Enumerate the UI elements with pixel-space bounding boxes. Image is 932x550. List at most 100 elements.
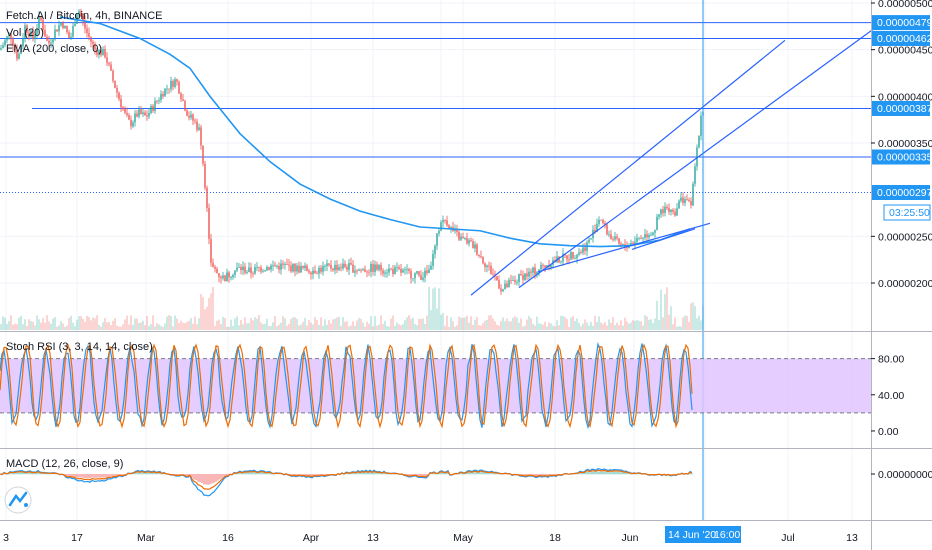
macd-hist-bar (19, 472, 21, 475)
volume-bar (672, 324, 674, 330)
candle-body (434, 245, 436, 255)
candle-body (654, 230, 656, 233)
macd-hist-bar (383, 472, 385, 475)
volume-bar (450, 317, 452, 330)
macd-hist-bar (487, 472, 489, 475)
trend-lines[interactable] (470, 16, 891, 296)
volume-bar (496, 324, 498, 330)
candle-body (544, 265, 546, 268)
macd-hist-bar (689, 472, 691, 475)
macd-hist-bar (543, 474, 545, 476)
volume-bar (260, 322, 262, 330)
candle-body (538, 269, 540, 272)
volume-bar (158, 324, 160, 330)
volume-bar (150, 324, 152, 330)
macd-hist-bar (139, 472, 141, 475)
volume-bar (660, 289, 662, 330)
macd-hist-bar (85, 474, 87, 478)
volume-bar (342, 317, 344, 330)
volume-bar (392, 315, 394, 330)
macd-hist-bar (205, 474, 207, 485)
candle-body (98, 50, 100, 55)
candle-body (212, 262, 214, 267)
stoch-legend[interactable]: Stoch RSI (3, 3, 14, 14, close) (6, 341, 153, 353)
volume-bar (68, 317, 70, 330)
volume-bar (572, 316, 574, 330)
candle-body (184, 100, 186, 111)
volume-bar (210, 293, 212, 330)
volume-bar (186, 322, 188, 330)
macd-hist-bar (291, 474, 293, 476)
price-axis[interactable]: 0.00000500 0.00000450 0.00000400 0.00000350… (871, 0, 932, 290)
macd-hist-bar (423, 474, 425, 477)
ema-legend[interactable]: EMA (200, close, 0) (6, 43, 102, 55)
macd-hist-bar (555, 474, 557, 476)
macd-hist-bar (323, 474, 325, 476)
volume-legend[interactable]: Vol (20) (6, 27, 44, 39)
macd-hist-bar (363, 472, 365, 475)
macd-hist-bar (237, 473, 239, 475)
candle-body (46, 36, 48, 41)
volume-bar (454, 326, 456, 330)
candle-body (162, 93, 164, 97)
volume-bar (564, 317, 566, 330)
macd-hist-bar (113, 474, 115, 476)
candle-body (38, 16, 40, 29)
macd-hist-bar (141, 472, 143, 475)
macd-hist-bar (177, 474, 179, 476)
candle-body (464, 237, 466, 239)
candle-body (166, 88, 168, 90)
horizontal-levels[interactable] (0, 22, 871, 193)
tradingview-icon[interactable] (4, 486, 32, 514)
macd-hist-bar (495, 473, 497, 475)
macd-hist-bar (617, 471, 619, 475)
volume-bar (80, 316, 82, 330)
candle-body (366, 271, 368, 273)
level-tag-bg-3 (872, 149, 930, 165)
volume-bar (94, 318, 96, 330)
time-axis[interactable]: 3 17 Mar 16 Apr 13 May 18 Jun Jul 13 (3, 532, 858, 544)
macd-hist-bar (545, 474, 547, 476)
volume-bar (670, 306, 672, 330)
candle-body (666, 206, 668, 208)
candle-body (606, 224, 608, 235)
volume-bar (70, 315, 72, 330)
volume-bar (674, 317, 676, 330)
macd-legend[interactable]: MACD (12, 26, close, 9) (6, 458, 123, 470)
volume-bar (122, 324, 124, 330)
macd-hist-bar (447, 472, 449, 475)
volume-bar (540, 323, 542, 330)
macd-hist-bar (497, 473, 499, 475)
candle-body (542, 265, 544, 266)
volume-bar (110, 325, 112, 330)
candle-body (700, 115, 702, 136)
volume-bar (514, 316, 516, 330)
macd-hist-bar (411, 474, 413, 476)
volume-bar (522, 326, 524, 330)
main-legend[interactable]: Fetch.AI / Bitcoin, 4h, BINANCE Vol (20)… (6, 10, 163, 55)
macd-hist-bar (39, 473, 41, 475)
volume-bar (470, 316, 472, 330)
candle-body (320, 267, 322, 272)
macd-hist-bar (241, 473, 243, 475)
macd-hist-bar (529, 474, 531, 476)
macd-hist-bar (579, 472, 581, 475)
candle-body (408, 269, 410, 271)
candle-body (652, 232, 654, 236)
symbol-legend[interactable]: Fetch.AI / Bitcoin, 4h, BINANCE (6, 10, 163, 22)
macd-histogram (0, 471, 693, 485)
macd-hist-bar (531, 474, 533, 476)
volume-bar (114, 318, 116, 330)
volume-bar (458, 316, 460, 330)
macd-hist-bar (369, 472, 371, 475)
volume-bar (154, 326, 156, 330)
macd-hist-bar (471, 472, 473, 475)
macd-hist-bar (115, 474, 117, 477)
macd-hist-bar (37, 472, 39, 475)
candle-body (270, 265, 272, 270)
volume-bar (504, 321, 506, 330)
candle-body (344, 263, 346, 267)
candle-body (318, 267, 320, 274)
